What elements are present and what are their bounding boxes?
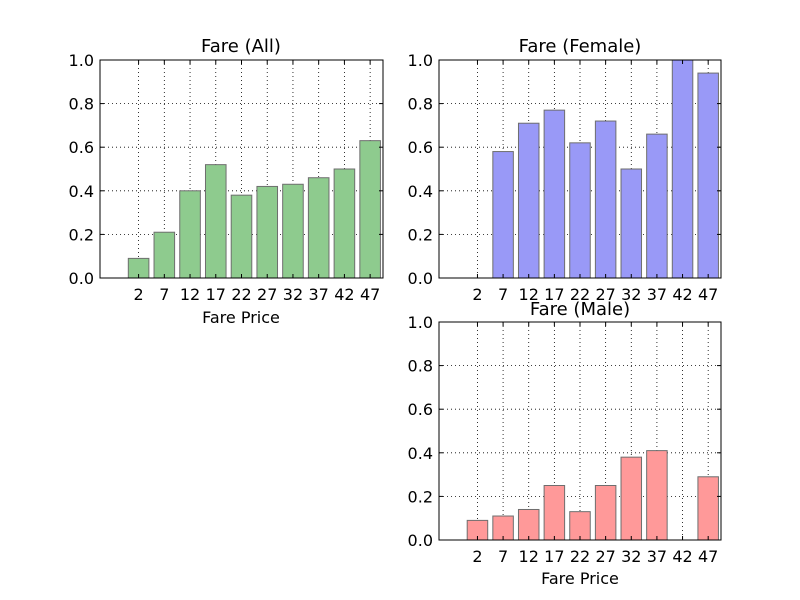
x-tick-label: 37 — [647, 547, 667, 566]
y-tick-label: 1.0 — [69, 51, 94, 70]
x-tick-label: 17 — [544, 547, 564, 566]
y-tick-label: 0.6 — [408, 138, 433, 157]
bar-22 — [230, 194, 253, 279]
bar-32 — [282, 183, 304, 279]
x-axis-label: Fare Price — [202, 308, 280, 327]
x-axis-label: Fare Price — [541, 569, 619, 588]
bar-17 — [204, 164, 227, 279]
y-tick-label: 1.0 — [408, 313, 433, 332]
subplot-fare-male: Fare (Male) 0.00.20.40.60.81.0 2 7 12 17 22 2… — [408, 299, 722, 588]
x-axis: 2 7 12 17 22 27 32 37 42 47 — [133, 60, 380, 304]
y-tick-label: 1.0 — [408, 51, 433, 70]
x-tick-label: 2 — [472, 547, 482, 566]
x-axis: 2 7 12 17 22 27 32 37 42 47 — [472, 60, 718, 304]
x-tick-label: 2 — [472, 285, 482, 304]
y-axis: 0.0 0.2 0.4 0.6 0.8 1.0 — [408, 51, 721, 288]
x-tick-label: 37 — [309, 285, 329, 304]
x-tick-label: 37 — [647, 285, 667, 304]
x-tick-label: 22 — [231, 285, 251, 304]
x-tick-label: 2 — [133, 285, 143, 304]
x-tick-label: 7 — [498, 547, 508, 566]
y-tick-label: 0.0 — [408, 269, 433, 288]
x-tick-label: 32 — [283, 285, 303, 304]
x-tick-label: 22 — [570, 285, 590, 304]
x-tick-label: 47 — [698, 285, 718, 304]
x-tick-label: 27 — [257, 285, 277, 304]
bar-27 — [594, 120, 617, 279]
x-tick-label: 17 — [206, 285, 226, 304]
y-tick-label: 0.0 — [408, 531, 433, 550]
y-tick-label: 0.2 — [408, 487, 433, 506]
x-tick-label: 12 — [519, 547, 539, 566]
x-tick-label: 42 — [672, 547, 692, 566]
y-tick-label: 0.8 — [408, 357, 433, 376]
bar-32 — [620, 456, 643, 541]
bar-42 — [333, 168, 356, 279]
bar-27 — [256, 185, 279, 279]
y-tick-label: 0.4 — [69, 182, 94, 201]
bar-7 — [153, 231, 176, 279]
y-tick-label: 0.8 — [69, 95, 94, 114]
bar-32 — [620, 168, 643, 279]
x-tick-label: 12 — [519, 285, 539, 304]
y-tick-label: 0.4 — [408, 182, 433, 201]
subplot-title: Fare (Female) — [519, 36, 642, 57]
y-axis: 0.0 0.2 0.4 0.6 0.8 1.0 — [69, 51, 383, 288]
bar-22 — [569, 142, 591, 279]
bar-47 — [697, 476, 719, 541]
x-tick-label: 27 — [595, 547, 615, 566]
bar-12 — [517, 122, 540, 279]
y-tick-label: 0.6 — [408, 400, 433, 419]
y-tick-label: 0.2 — [69, 225, 94, 244]
x-tick-label: 7 — [159, 285, 169, 304]
bar-7 — [492, 151, 514, 279]
x-tick-label: 32 — [621, 547, 641, 566]
y-tick-label: 0.2 — [408, 225, 433, 244]
subplot-title: Fare (All) — [201, 36, 281, 57]
y-tick-label: 0.4 — [408, 444, 433, 463]
x-tick-label: 47 — [698, 547, 718, 566]
bar-47 — [697, 72, 719, 279]
x-tick-label: 42 — [334, 285, 354, 304]
bar-37 — [646, 133, 668, 279]
bar-27 — [594, 485, 617, 541]
x-tick-label: 7 — [498, 285, 508, 304]
bar-37 — [646, 450, 668, 541]
x-tick-label: 27 — [595, 285, 615, 304]
bar-42 — [671, 59, 694, 279]
y-axis: 0.0 0.2 0.4 0.6 0.8 1.0 — [408, 313, 721, 550]
bar-12 — [179, 190, 201, 279]
subplot-fare-all: Fare (All) 0.00.20.40.60.81.0 2 7 12 17 22 27… — [69, 36, 384, 327]
bar-47 — [359, 140, 381, 279]
bars — [466, 450, 719, 541]
x-tick-label: 47 — [360, 285, 380, 304]
x-tick-label: 17 — [544, 285, 564, 304]
x-axis: 2 7 12 17 22 27 32 37 42 47 — [472, 322, 718, 566]
x-tick-label: 42 — [672, 285, 692, 304]
bar-22 — [569, 511, 591, 541]
bars — [127, 140, 381, 279]
subplot-title: Fare (Male) — [530, 299, 630, 320]
x-tick-label: 32 — [621, 285, 641, 304]
bar-17 — [543, 485, 566, 541]
bar-12 — [517, 508, 540, 541]
x-tick-label: 22 — [570, 547, 590, 566]
bar-37 — [307, 177, 330, 279]
y-tick-label: 0.8 — [408, 95, 433, 114]
y-tick-label: 0.6 — [69, 138, 94, 157]
subplot-fare-female: Fare (Female) 0.0 0.2 0.4 0.6 0.8 1.0 2 7 12 17 2… — [408, 36, 722, 304]
y-tick-label: 0.0 — [69, 269, 94, 288]
bar-17 — [543, 109, 566, 279]
x-tick-label: 12 — [180, 285, 200, 304]
